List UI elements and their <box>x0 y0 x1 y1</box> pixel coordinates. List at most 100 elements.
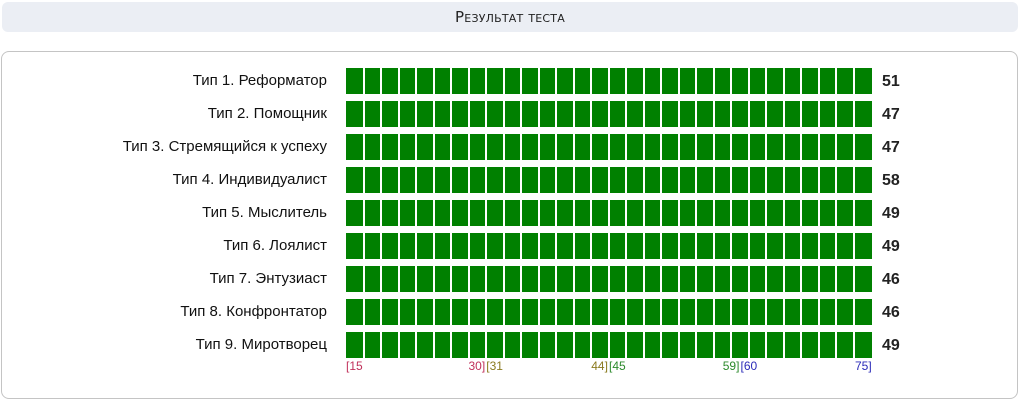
bar-divider <box>660 68 662 94</box>
bar-divider <box>450 266 452 292</box>
bar-divider <box>607 332 610 358</box>
bar-divider <box>712 266 715 292</box>
bar-divider <box>397 200 400 226</box>
bar-divider <box>695 68 697 94</box>
bar-divider <box>712 68 715 94</box>
result-row: Тип 1. Реформатор 51 <box>0 68 1020 94</box>
bar-divider <box>800 167 802 193</box>
bar-divider <box>765 101 767 127</box>
result-row: Тип 7. Энтузиаст 46 <box>0 266 1020 292</box>
bar-track <box>346 167 872 193</box>
score-value: 47 <box>882 106 900 123</box>
bar-divider <box>590 101 592 127</box>
bar-divider <box>852 134 855 160</box>
bar-divider <box>695 101 697 127</box>
bar-track <box>346 299 872 325</box>
bar-divider <box>695 200 697 226</box>
bar-divider <box>747 200 750 226</box>
bar-divider <box>397 299 400 325</box>
bar-divider <box>362 233 365 259</box>
bar-divider <box>677 68 680 94</box>
bar-divider <box>712 200 715 226</box>
bar-divider <box>415 332 417 358</box>
bar-divider <box>397 167 400 193</box>
bar-divider <box>502 332 505 358</box>
bar-divider <box>590 68 592 94</box>
bar-divider <box>485 200 487 226</box>
bar-divider <box>765 68 767 94</box>
bar-divider <box>432 167 435 193</box>
bar-divider <box>800 332 802 358</box>
bar-divider <box>747 167 750 193</box>
bar-divider <box>817 68 820 94</box>
bar-divider <box>555 200 557 226</box>
bar-divider <box>765 200 767 226</box>
bar-divider <box>747 332 750 358</box>
bar-divider <box>397 101 400 127</box>
bar-divider <box>660 200 662 226</box>
bar-track <box>346 134 872 160</box>
bar-divider <box>782 134 785 160</box>
bar-divider <box>450 233 452 259</box>
bar-divider <box>835 167 837 193</box>
bar-divider <box>765 167 767 193</box>
bar-divider <box>502 299 505 325</box>
bar-divider <box>450 68 452 94</box>
bar-divider <box>800 200 802 226</box>
bar-divider <box>642 299 645 325</box>
bar-divider <box>695 167 697 193</box>
bar-divider <box>380 299 382 325</box>
bar-divider <box>747 134 750 160</box>
type-label: Тип 3. Стремящийся к успеху <box>122 138 327 155</box>
bar-divider <box>520 68 522 94</box>
type-label: Тип 5. Мыслитель <box>202 204 327 221</box>
bar-divider <box>362 200 365 226</box>
type-label: Тип 7. Энтузиаст <box>209 270 327 287</box>
bar-divider <box>625 332 627 358</box>
bar-divider <box>817 200 820 226</box>
bar-divider <box>642 200 645 226</box>
bar-divider <box>642 332 645 358</box>
bar-divider <box>415 200 417 226</box>
bar-divider <box>642 266 645 292</box>
bar-divider <box>520 200 522 226</box>
bar-divider <box>502 200 505 226</box>
bar-divider <box>677 200 680 226</box>
bar-divider <box>625 299 627 325</box>
bar-divider <box>380 233 382 259</box>
type-label: Тип 4. Индивидуалист <box>172 171 327 188</box>
bar-divider <box>572 167 575 193</box>
bar-divider <box>520 266 522 292</box>
bar-divider <box>520 299 522 325</box>
bar-divider <box>572 332 575 358</box>
bar-divider <box>677 167 680 193</box>
bar-divider <box>800 68 802 94</box>
bar-divider <box>800 134 802 160</box>
bar-divider <box>450 299 452 325</box>
bar-divider <box>485 101 487 127</box>
bar-divider <box>677 332 680 358</box>
bar-divider <box>450 134 452 160</box>
bar-divider <box>660 101 662 127</box>
bar-divider <box>555 68 557 94</box>
scale-range-end: 59] <box>722 359 740 373</box>
bar-divider <box>782 101 785 127</box>
bar-divider <box>660 167 662 193</box>
bar-divider <box>362 68 365 94</box>
bar-divider <box>380 134 382 160</box>
bar-divider <box>362 101 365 127</box>
bar-divider <box>537 68 540 94</box>
bar-divider <box>747 299 750 325</box>
bar-divider <box>362 266 365 292</box>
bar-divider <box>835 68 837 94</box>
bar-divider <box>747 101 750 127</box>
bar-divider <box>415 167 417 193</box>
result-row: Тип 8. Конфронтатор 46 <box>0 299 1020 325</box>
score-value: 47 <box>882 139 900 156</box>
bar-divider <box>695 299 697 325</box>
bar-divider <box>747 266 750 292</box>
bar-divider <box>520 332 522 358</box>
bar-divider <box>555 233 557 259</box>
bar-divider <box>520 233 522 259</box>
bar-divider <box>817 299 820 325</box>
